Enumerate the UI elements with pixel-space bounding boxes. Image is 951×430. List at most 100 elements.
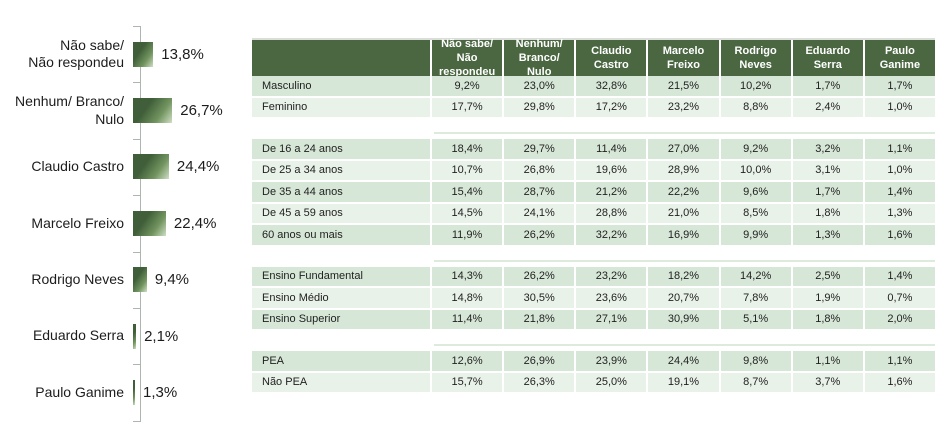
value-cell: 15,7% <box>432 372 505 394</box>
value-cell: 26,3% <box>504 372 577 394</box>
row-label-cell: Ensino Médio <box>252 288 432 310</box>
value-cell: 8,5% <box>720 203 793 225</box>
bar-value-label: 24,4% <box>176 158 220 176</box>
value-cell: 1,4% <box>864 266 935 288</box>
axis-tick <box>133 26 141 27</box>
value-cell: 9,9% <box>720 225 793 247</box>
bar-chart: Não sabe/ Não respondeu 13,8% Nenhum/ Bran… <box>0 0 250 430</box>
bar-value-label: 22,4% <box>173 214 217 232</box>
value-cell: 14,2% <box>720 266 793 288</box>
value-cell: 1,1% <box>792 351 865 373</box>
section-gap-line <box>434 259 935 262</box>
bar-area: 13,8% <box>133 41 250 67</box>
category-label: Paulo Ganime <box>35 383 124 400</box>
bar-value-label: 1,3% <box>143 384 178 402</box>
chart-category-row: Rodrigo Neves 9,4% <box>0 252 250 308</box>
value-cell: 22,2% <box>648 182 721 204</box>
bar <box>133 210 166 236</box>
axis-tick <box>133 195 141 197</box>
value-cell: 29,8% <box>504 97 577 119</box>
axis-tick <box>133 420 141 422</box>
value-cell: 0,7% <box>864 288 935 310</box>
section-gap <box>252 119 935 139</box>
value-cell: 24,1% <box>504 203 577 225</box>
value-cell: 32,2% <box>576 225 649 247</box>
category-label: Claudio Castro <box>31 158 124 175</box>
section-gap-line <box>434 132 935 134</box>
table-header-cell: Rodrigo Neves <box>720 40 793 76</box>
category-label: Nenhum/ Branco/ Nulo <box>15 93 124 127</box>
bar-area: 9,4% <box>133 267 250 293</box>
row-label-cell: Feminino <box>252 97 432 119</box>
bar <box>133 323 137 349</box>
row-label-cell: De 16 a 24 anos <box>252 139 432 161</box>
row-label-cell: Ensino Superior <box>252 309 432 331</box>
row-label-cell: De 45 a 59 anos <box>252 203 432 225</box>
crosstab-table: Não sabe/ Não respondeu Nenhum/ Branco/ N… <box>252 38 935 394</box>
value-cell: 23,9% <box>576 351 649 373</box>
table-header-cell: Claudio Castro <box>576 40 649 76</box>
value-cell: 1,0% <box>864 160 935 182</box>
value-cell: 1,7% <box>792 76 865 98</box>
section-gap <box>252 247 935 267</box>
bar-area: 24,4% <box>133 154 250 180</box>
table-row: Não PEA 15,7% 26,3% 25,0% 19,1% 8,7% 3,7% 1,6% <box>252 372 935 394</box>
row-label-cell: 60 anos ou mais <box>252 225 432 247</box>
category-label: Rodrigo Neves <box>31 271 124 287</box>
value-cell: 3,2% <box>792 139 865 161</box>
category-label: Marcelo Freixo <box>31 214 124 231</box>
bar-value-label: 9,4% <box>154 271 190 289</box>
value-cell: 28,9% <box>648 160 721 182</box>
value-cell: 1,8% <box>792 203 865 225</box>
chart-category-row: Paulo Ganime 1,3% <box>0 364 250 420</box>
value-cell: 2,4% <box>792 97 865 119</box>
value-cell: 10,0% <box>720 160 793 182</box>
value-cell: 1,6% <box>864 372 935 394</box>
value-cell: 26,2% <box>504 266 577 288</box>
value-cell: 5,1% <box>720 309 793 331</box>
value-cell: 28,7% <box>504 182 577 204</box>
table-header-row: Não sabe/ Não respondeu Nenhum/ Branco/ N… <box>252 38 935 78</box>
bar-value-label: 13,8% <box>161 45 204 63</box>
value-cell: 1,1% <box>864 139 935 161</box>
bar-area: 1,3% <box>133 380 250 406</box>
value-cell: 23,0% <box>504 76 577 98</box>
table-row: Ensino Fundamental 14,3% 26,2% 23,2% 18,2% 14… <box>252 266 935 288</box>
value-cell: 1,4% <box>864 182 935 204</box>
value-cell: 1,3% <box>792 225 865 247</box>
value-cell: 2,5% <box>792 266 865 288</box>
axis-tick <box>133 138 141 140</box>
section-gap-line <box>434 344 935 346</box>
value-cell: 11,4% <box>432 309 505 331</box>
table-header-cell: Nenhum/ Branco/ Nulo <box>504 38 577 78</box>
table-header-cell: Não sabe/ Não respondeu <box>432 38 505 78</box>
value-cell: 32,8% <box>576 76 649 98</box>
axis-tick <box>133 364 141 366</box>
table-row: 60 anos ou mais 11,9% 26,2% 32,2% 16,9% 9,9% 1… <box>252 225 935 247</box>
bar <box>133 154 169 180</box>
value-cell: 1,6% <box>864 225 935 247</box>
value-cell: 14,5% <box>432 203 505 225</box>
value-cell: 14,8% <box>432 288 505 310</box>
table-header-cell: Paulo Ganime <box>864 40 935 76</box>
value-cell: 19,6% <box>576 160 649 182</box>
bar <box>133 267 147 293</box>
value-cell: 18,4% <box>432 139 505 161</box>
table-header-cell: Marcelo Freixo <box>648 40 721 76</box>
value-cell: 17,7% <box>432 97 505 119</box>
row-label-cell: PEA <box>252 351 432 373</box>
value-cell: 23,6% <box>576 288 649 310</box>
chart-category-row: Eduardo Serra 2,1% <box>0 308 250 364</box>
chart-category-row: Não sabe/ Não respondeu 13,8% <box>0 26 250 82</box>
value-cell: 21,0% <box>648 203 721 225</box>
value-cell: 11,9% <box>432 225 505 247</box>
bar-area: 2,1% <box>133 323 250 349</box>
section-gap <box>252 331 935 351</box>
value-cell: 2,0% <box>864 309 935 331</box>
value-cell: 28,8% <box>576 203 649 225</box>
table-row: De 16 a 24 anos 18,4% 29,7% 11,4% 27,0% 9,2% 3… <box>252 139 935 161</box>
value-cell: 20,7% <box>648 288 721 310</box>
value-cell: 10,2% <box>720 76 793 98</box>
axis-tick <box>133 251 141 253</box>
value-cell: 1,8% <box>792 309 865 331</box>
